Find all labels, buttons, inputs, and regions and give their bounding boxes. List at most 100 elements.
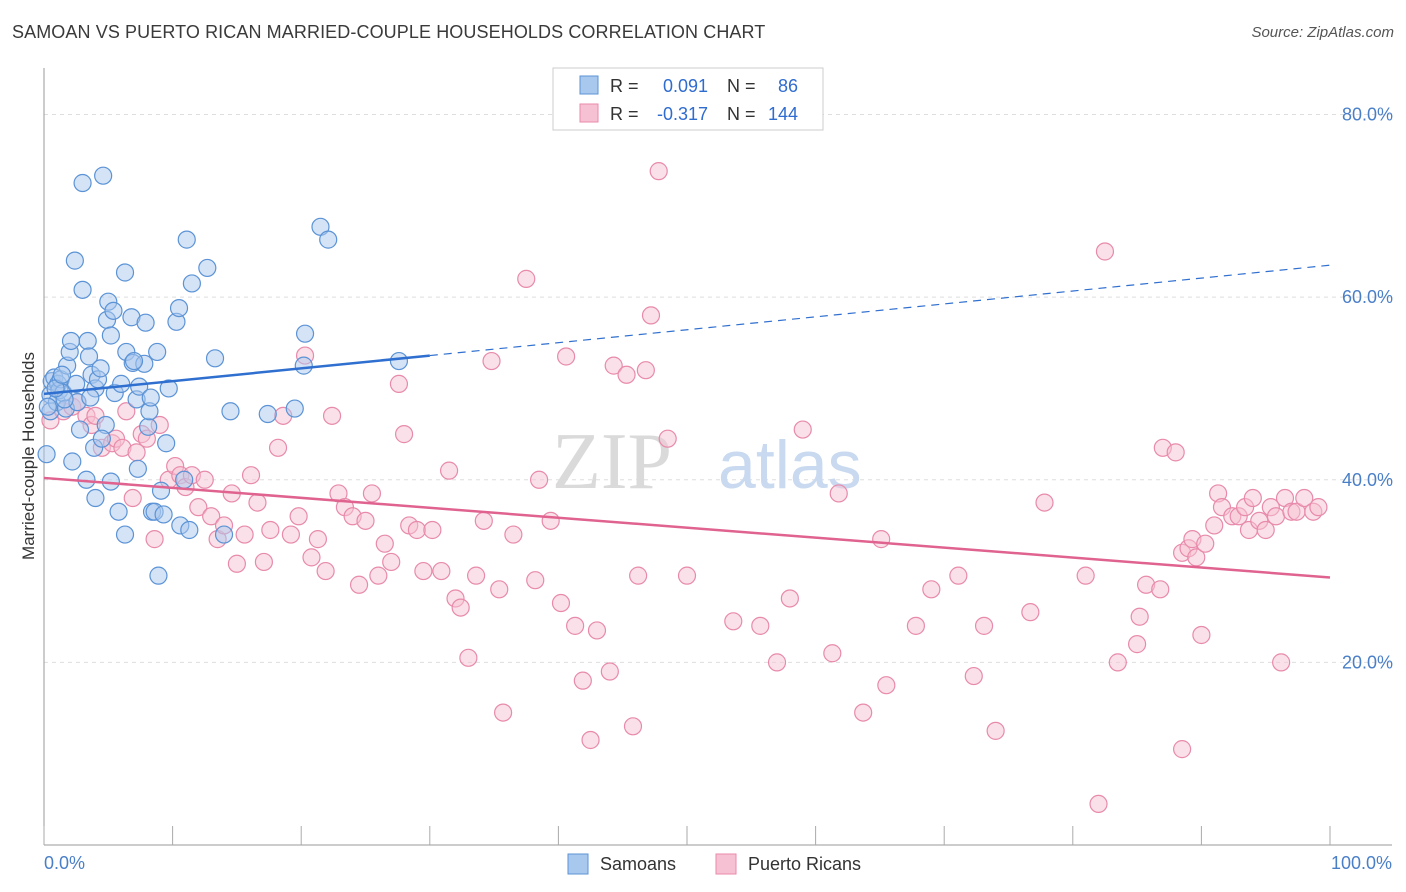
puerto-ricans-point <box>1205 516 1224 535</box>
puerto-ricans-point <box>189 498 208 517</box>
puerto-ricans-point <box>526 571 545 590</box>
bottom-legend-label-puerto-ricans: Puerto Ricans <box>748 854 861 874</box>
samoans-point <box>169 299 189 318</box>
puerto-ricans-point <box>369 566 388 585</box>
puerto-ricans-point <box>254 552 274 572</box>
puerto-ricans-point <box>872 530 891 549</box>
puerto-ricans-point <box>636 361 655 380</box>
puerto-ricans-point <box>1151 580 1170 599</box>
y-tick-label: 40.0% <box>1342 470 1393 490</box>
series-legend: Samoans Puerto Ricans <box>567 853 861 875</box>
puerto-ricans-point <box>1272 653 1291 672</box>
samoans-point <box>205 349 225 368</box>
samoans-point <box>101 326 120 345</box>
puerto-ricans-point <box>349 575 369 594</box>
puerto-ricans-point <box>356 511 375 530</box>
puerto-ricans-point <box>1243 488 1262 508</box>
puerto-ricans-point <box>1256 520 1275 540</box>
puerto-ricans-point <box>1266 507 1286 526</box>
puerto-ricans-point <box>302 548 321 567</box>
puerto-ricans-point <box>949 566 968 585</box>
samoans-point <box>92 429 111 448</box>
puerto-ricans-points <box>41 162 1328 814</box>
samoans-point <box>86 488 105 508</box>
samoans-point <box>136 313 155 332</box>
samoans-point <box>294 356 313 375</box>
samoans-point <box>91 359 110 378</box>
samoans-point <box>73 280 92 299</box>
puerto-ricans-point <box>793 420 812 439</box>
samoans-point <box>180 520 199 540</box>
samoans-point <box>130 377 149 396</box>
samoans-point <box>159 379 178 398</box>
puerto-ricans-point <box>281 525 301 544</box>
puerto-ricans-point <box>459 648 478 667</box>
trend-lines <box>43 264 1331 579</box>
puerto-ricans-point <box>123 488 142 508</box>
puerto-ricans-point <box>268 438 288 457</box>
samoans-trend-line <box>43 354 430 396</box>
bottom-legend-label-samoans: Samoans <box>600 854 676 874</box>
samoans-point <box>124 351 144 371</box>
samoans-point <box>94 166 113 185</box>
puerto-ricans-point <box>623 717 643 736</box>
puerto-ricans-point <box>1076 566 1095 585</box>
samoans-point <box>63 452 82 471</box>
watermark-zip: ZIP <box>552 418 672 506</box>
legend-n-label-puerto-ricans: N = <box>727 104 756 124</box>
samoans-point <box>285 399 304 418</box>
samoans-point <box>52 365 72 384</box>
samoans-point <box>79 347 99 366</box>
samoans-point <box>221 402 240 421</box>
puerto-ricans-point <box>1309 498 1328 517</box>
samoans-point <box>61 331 81 351</box>
puerto-ricans-trend-line <box>43 476 1331 579</box>
samoans-point <box>182 274 201 293</box>
puerto-ricans-point <box>1035 493 1054 512</box>
puerto-ricans-point <box>1295 488 1314 508</box>
samoans-points <box>37 166 409 585</box>
puerto-ricans-point <box>1089 794 1108 814</box>
puerto-ricans-point <box>573 671 592 690</box>
samoans-point <box>258 404 277 424</box>
puerto-ricans-point <box>557 347 576 366</box>
puerto-ricans-point <box>1130 607 1149 626</box>
samoans-point <box>151 481 171 500</box>
puerto-ricans-point <box>235 525 254 544</box>
puerto-ricans-point <box>829 484 848 503</box>
samoans-point <box>128 459 147 478</box>
samoans-point <box>175 470 194 489</box>
puerto-ricans-point <box>986 721 1005 740</box>
puerto-ricans-point <box>604 356 623 375</box>
puerto-ricans-point <box>439 461 459 480</box>
puerto-ricans-point <box>780 589 799 608</box>
puerto-ricans-point <box>587 621 607 640</box>
puerto-ricans-point <box>922 580 941 599</box>
puerto-ricans-point <box>751 616 770 635</box>
legend-swatch-samoans <box>579 75 599 95</box>
puerto-ricans-point <box>322 406 342 425</box>
samoans-point <box>149 566 168 585</box>
puerto-ricans-point <box>117 402 136 421</box>
grid-lines <box>44 114 1392 663</box>
puerto-ricans-point <box>823 644 842 663</box>
x-axis-ticks <box>43 826 1331 845</box>
puerto-ricans-point <box>504 525 523 544</box>
legend-r-label-samoans: R = <box>610 76 639 96</box>
puerto-ricans-point <box>432 561 451 581</box>
legend-n-value-puerto-ricans: 144 <box>768 104 798 124</box>
puerto-ricans-point <box>551 593 571 613</box>
puerto-ricans-point <box>1095 242 1115 261</box>
puerto-ricans-point <box>195 470 214 489</box>
puerto-ricans-point <box>767 653 787 672</box>
puerto-ricans-point <box>241 466 261 485</box>
samoans-point <box>112 374 131 393</box>
samoans-point <box>115 525 135 544</box>
puerto-ricans-point <box>1108 653 1127 672</box>
puerto-ricans-point <box>362 484 382 503</box>
puerto-ricans-point <box>641 306 661 325</box>
puerto-ricans-point <box>494 703 513 722</box>
puerto-ricans-point <box>451 598 470 617</box>
puerto-ricans-point <box>906 616 926 635</box>
